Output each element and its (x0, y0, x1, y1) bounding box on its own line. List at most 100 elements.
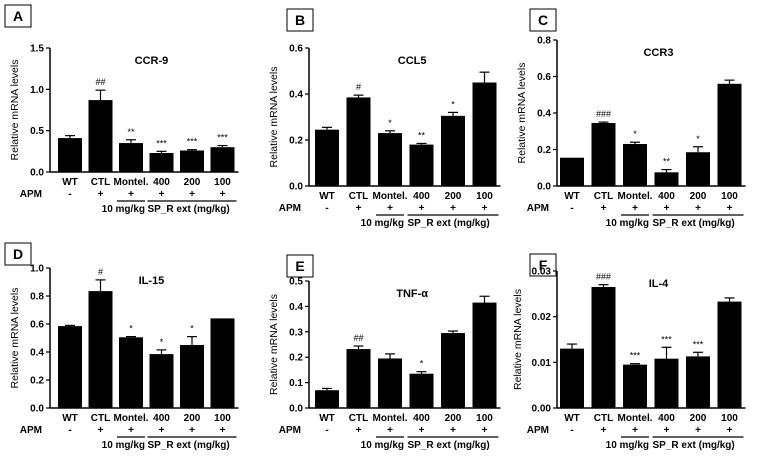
bar-montel (378, 358, 402, 408)
group-label-extract: SP_R ext (mg/kg) (148, 204, 230, 215)
x-tick-label: 100 (214, 413, 231, 424)
bar-montel (119, 337, 143, 408)
apm-label: APM (527, 425, 549, 436)
significance-marker: *** (156, 138, 167, 148)
y-tick-label: 0.01 (532, 358, 552, 369)
bar-100 (210, 147, 235, 172)
apm-marker: + (159, 425, 165, 436)
chart-title: CCR3 (643, 47, 673, 59)
apm-marker: + (601, 425, 607, 436)
group-label-extract: SP_R ext (mg/kg) (653, 440, 735, 451)
x-tick-label: 100 (214, 177, 231, 188)
bar-ctl (88, 291, 113, 408)
apm-marker: + (450, 425, 456, 436)
bar-200 (441, 333, 465, 408)
panel-d: D 0.0 0.2 0.4 0.6 0.8 1.0 Relative mRNA levels I… (4, 242, 239, 451)
x-tick-label: CTL (594, 191, 613, 202)
significance-marker: # (98, 267, 103, 277)
panel-label: B (295, 12, 305, 28)
x-tick-label: 100 (476, 413, 493, 424)
y-tick-label: 0.02 (532, 312, 552, 323)
bar-100 (210, 318, 235, 408)
panel-label-box (286, 8, 314, 32)
apm-marker: + (450, 203, 456, 214)
x-tick-label: 100 (721, 413, 738, 424)
x-tick-label: 400 (658, 191, 675, 202)
significance-marker: *** (217, 133, 228, 143)
bar-100 (717, 301, 742, 408)
significance-marker: ** (418, 130, 426, 140)
y-tick-label: 0.8 (30, 292, 44, 303)
apm-marker: + (632, 203, 638, 214)
apm-marker: + (98, 189, 104, 200)
x-tick-label: Montel. (618, 413, 653, 424)
x-tick-label: WT (62, 177, 78, 188)
panel-label: A (13, 8, 23, 24)
group-label-dose: 10 mg/kg (361, 218, 404, 229)
apm-marker: + (601, 203, 607, 214)
bar-400 (149, 354, 174, 408)
bar-400 (654, 172, 679, 186)
y-tick-label: 0.2 (537, 145, 551, 156)
apm-marker: + (482, 425, 488, 436)
bar-montel (623, 364, 647, 408)
y-tick-label: 0.2 (30, 376, 44, 387)
apm-marker: + (419, 203, 425, 214)
panel-e: E 0.0 0.1 0.2 0.3 0.4 0.5 Relative mRNA levels T… (268, 254, 501, 451)
group-label-dose: 10 mg/kg (361, 440, 404, 451)
y-tick-label: 0.6 (289, 44, 303, 55)
apm-marker: + (356, 425, 362, 436)
apm-marker: + (695, 203, 701, 214)
bar-wt (560, 348, 584, 408)
y-tick-label: 0.4 (289, 302, 303, 313)
apm-label: APM (20, 189, 42, 200)
bar-wt (58, 326, 82, 408)
chart-title: IL-15 (139, 275, 165, 287)
bar-100 (717, 83, 742, 186)
apm-label: APM (279, 425, 301, 436)
y-tick-label: 0.0 (289, 404, 303, 415)
apm-marker: + (189, 425, 195, 436)
apm-marker: + (356, 203, 362, 214)
x-tick-label: CTL (91, 413, 110, 424)
bar-400 (654, 358, 679, 408)
x-tick-label: 200 (184, 413, 201, 424)
x-tick-label: 200 (184, 177, 201, 188)
panel-label: F (539, 257, 548, 273)
apm-marker: + (695, 425, 701, 436)
y-tick-label: 0.8 (537, 36, 551, 47)
bar-montel (378, 133, 402, 186)
x-tick-label: CTL (349, 191, 368, 202)
y-axis-label: Relative mRNA levels (268, 67, 280, 168)
apm-marker: + (419, 425, 425, 436)
significance-marker: * (190, 324, 194, 334)
panel-a: A 0.0 0.5 1.0 1.5 Relative mRNA levels CCR-9 WT… (4, 4, 239, 215)
y-axis-label: Relative mRNA levels (516, 63, 528, 164)
apm-marker: + (387, 425, 393, 436)
x-tick-label: WT (319, 191, 335, 202)
significance-marker: * (633, 129, 637, 139)
panel-f: F 0.00 0.01 0.02 0.03 Relative mRNA levels IL-… (512, 253, 746, 451)
apm-marker: + (159, 189, 165, 200)
x-tick-label: Montel. (114, 413, 149, 424)
y-tick-label: 1.5 (30, 44, 44, 55)
panel-label-box (286, 254, 314, 278)
significance-marker: *** (187, 137, 198, 147)
x-tick-label: Montel. (373, 191, 408, 202)
group-label-dose: 10 mg/kg (606, 218, 649, 229)
significance-marker: *** (693, 339, 704, 349)
y-axis-label: Relative mRNA levels (512, 289, 524, 390)
x-tick-label: Montel. (618, 191, 653, 202)
x-tick-label: 400 (413, 191, 430, 202)
bar-ctl (88, 100, 113, 172)
bar-200 (441, 115, 465, 186)
y-tick-label: 0.0 (289, 182, 303, 193)
x-tick-label: 400 (153, 177, 170, 188)
y-tick-label: 0.0 (30, 168, 44, 179)
apm-marker: + (220, 189, 226, 200)
bar-wt (560, 157, 584, 186)
significance-marker: *** (661, 334, 672, 344)
apm-marker: - (68, 189, 71, 200)
x-tick-label: CTL (91, 177, 110, 188)
